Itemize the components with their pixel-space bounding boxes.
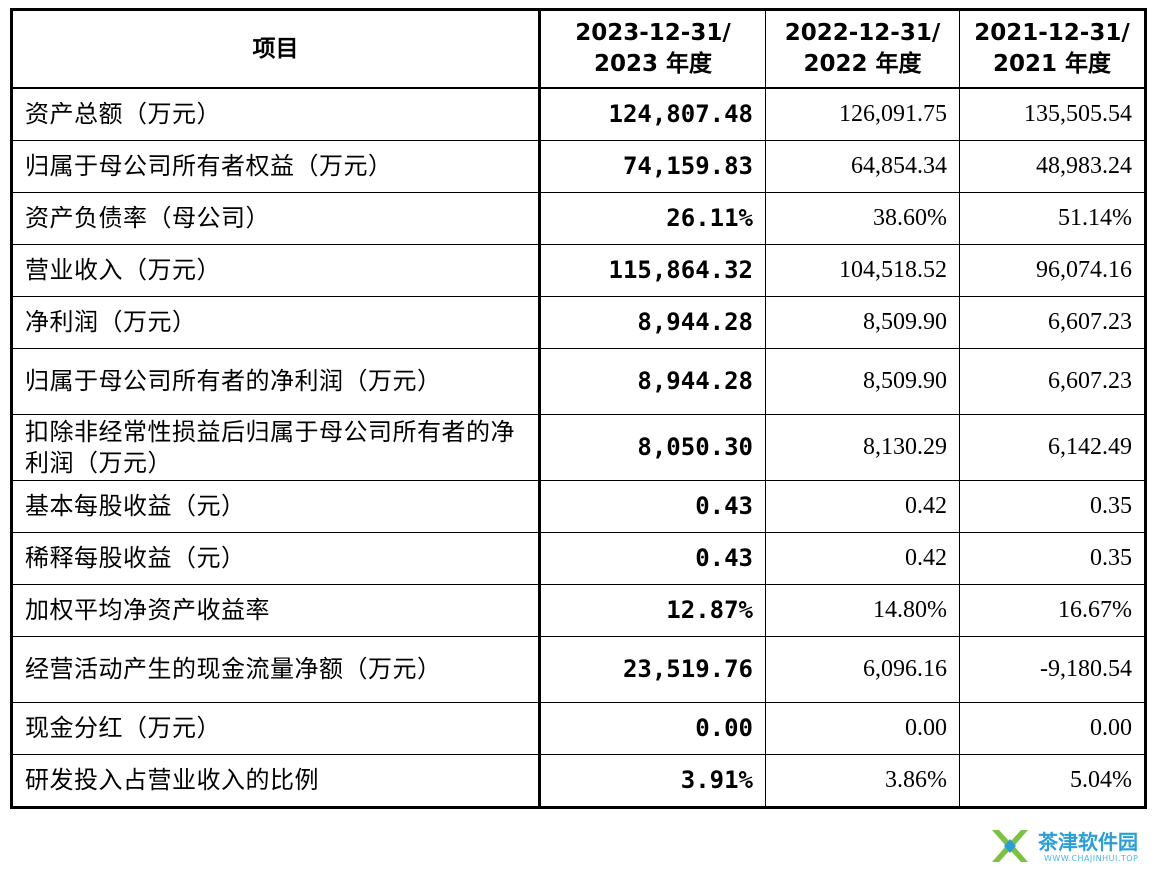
row-label: 现金分红（万元） [10,702,540,755]
table-row: 现金分红（万元） 0.00 0.00 0.00 [10,702,1147,755]
value-2022: 0.42 [765,532,960,585]
value-2023: 8,050.30 [538,414,766,481]
value-2023: 3.91% [538,754,766,808]
value-2023: 12.87% [538,584,766,637]
value-2022: 3.86% [765,754,960,808]
value-2021: 135,505.54 [959,87,1147,141]
value-2021: -9,180.54 [959,636,1147,703]
value-2021: 0.00 [959,702,1147,755]
table-row: 营业收入（万元） 115,864.32 104,518.52 96,074.16 [10,244,1147,297]
value-2023: 23,519.76 [538,636,766,703]
watermark-name: 茶津软件园 [1038,830,1138,854]
value-2023: 26.11% [538,192,766,245]
value-2022: 0.42 [765,480,960,533]
header-2021: 2021-12-31/ 2021 年度 [959,9,1147,89]
table-body: 资产总额（万元） 124,807.48 126,091.75 135,505.5… [10,87,1147,808]
header-2023-line-2: 2023 年度 [593,51,713,77]
value-2022: 0.00 [765,702,960,755]
header-2021-line-2: 2021 年度 [992,51,1112,77]
header-item: 项目 [10,9,540,89]
value-2021: 6,607.23 [959,296,1147,349]
row-label: 净利润（万元） [10,296,540,349]
table-row: 研发投入占营业收入的比例 3.91% 3.86% 5.04% [10,754,1147,808]
row-label: 基本每股收益（元） [10,480,540,533]
value-2023: 74,159.83 [538,140,766,193]
value-2022: 8,509.90 [765,348,960,415]
header-2021-line-1: 2021-12-31/ [974,20,1130,46]
row-label: 加权平均净资产收益率 [10,584,540,637]
table-row: 稀释每股收益（元） 0.43 0.42 0.35 [10,532,1147,585]
row-label: 扣除非经常性损益后归属于母公司所有者的净利润（万元） [10,414,540,481]
table-header: 项目 2023-12-31/ 2023 年度 2022-12-31/ 2022 … [10,9,1147,89]
value-2022: 8,509.90 [765,296,960,349]
row-label: 归属于母公司所有者的净利润（万元） [10,348,540,415]
value-2021: 6,142.49 [959,414,1147,481]
value-2021: 0.35 [959,532,1147,585]
value-2021: 51.14% [959,192,1147,245]
row-label: 归属于母公司所有者权益（万元） [10,140,540,193]
value-2021: 16.67% [959,584,1147,637]
value-2023: 8,944.28 [538,348,766,415]
table-row: 经营活动产生的现金流量净额（万元） 23,519.76 6,096.16 -9,… [10,636,1147,703]
value-2021: 6,607.23 [959,348,1147,415]
value-2022: 38.60% [765,192,960,245]
header-2022-line-2: 2022 年度 [803,51,922,77]
value-2023: 0.43 [538,480,766,533]
value-2022: 8,130.29 [765,414,960,481]
table-row: 资产总额（万元） 124,807.48 126,091.75 135,505.5… [10,87,1147,141]
header-2022: 2022-12-31/ 2022 年度 [765,9,960,89]
value-2023: 124,807.48 [538,87,766,141]
value-2021: 5.04% [959,754,1147,808]
table-row: 归属于母公司所有者权益（万元） 74,159.83 64,854.34 48,9… [10,140,1147,193]
row-label: 稀释每股收益（元） [10,532,540,585]
table-row: 加权平均净资产收益率 12.87% 14.80% 16.67% [10,584,1147,637]
x-logo-icon [992,830,1028,862]
row-label: 研发投入占营业收入的比例 [10,754,540,808]
value-2023: 0.00 [538,702,766,755]
value-2023: 0.43 [538,532,766,585]
value-2022: 104,518.52 [765,244,960,297]
header-2022-line-1: 2022-12-31/ [784,20,941,46]
table-row: 归属于母公司所有者的净利润（万元） 8,944.28 8,509.90 6,60… [10,348,1147,415]
value-2023: 115,864.32 [538,244,766,297]
financial-summary-table: 项目 2023-12-31/ 2023 年度 2022-12-31/ 2022 … [10,8,1147,809]
watermark-url: WWW.CHAJINHUI.TOP [1044,854,1139,863]
row-label: 资产总额（万元） [10,87,540,141]
value-2021: 0.35 [959,480,1147,533]
table-row: 净利润（万元） 8,944.28 8,509.90 6,607.23 [10,296,1147,349]
value-2022: 126,091.75 [765,87,960,141]
table-row: 扣除非经常性损益后归属于母公司所有者的净利润（万元） 8,050.30 8,13… [10,414,1147,481]
header-2023: 2023-12-31/ 2023 年度 [538,9,766,89]
value-2022: 64,854.34 [765,140,960,193]
row-label: 资产负债率（母公司） [10,192,540,245]
watermark: 茶津软件园 WWW.CHAJINHUI.TOP [974,820,1170,872]
header-2023-line-1: 2023-12-31/ [575,20,731,46]
row-label: 经营活动产生的现金流量净额（万元） [10,636,540,703]
table-row: 资产负债率（母公司） 26.11% 38.60% 51.14% [10,192,1147,245]
value-2021: 48,983.24 [959,140,1147,193]
value-2023: 8,944.28 [538,296,766,349]
table-row: 基本每股收益（元） 0.43 0.42 0.35 [10,480,1147,533]
row-label: 营业收入（万元） [10,244,540,297]
header-row: 项目 2023-12-31/ 2023 年度 2022-12-31/ 2022 … [10,9,1147,89]
value-2022: 6,096.16 [765,636,960,703]
value-2021: 96,074.16 [959,244,1147,297]
value-2022: 14.80% [765,584,960,637]
header-item-line-1: 项目 [252,35,299,62]
